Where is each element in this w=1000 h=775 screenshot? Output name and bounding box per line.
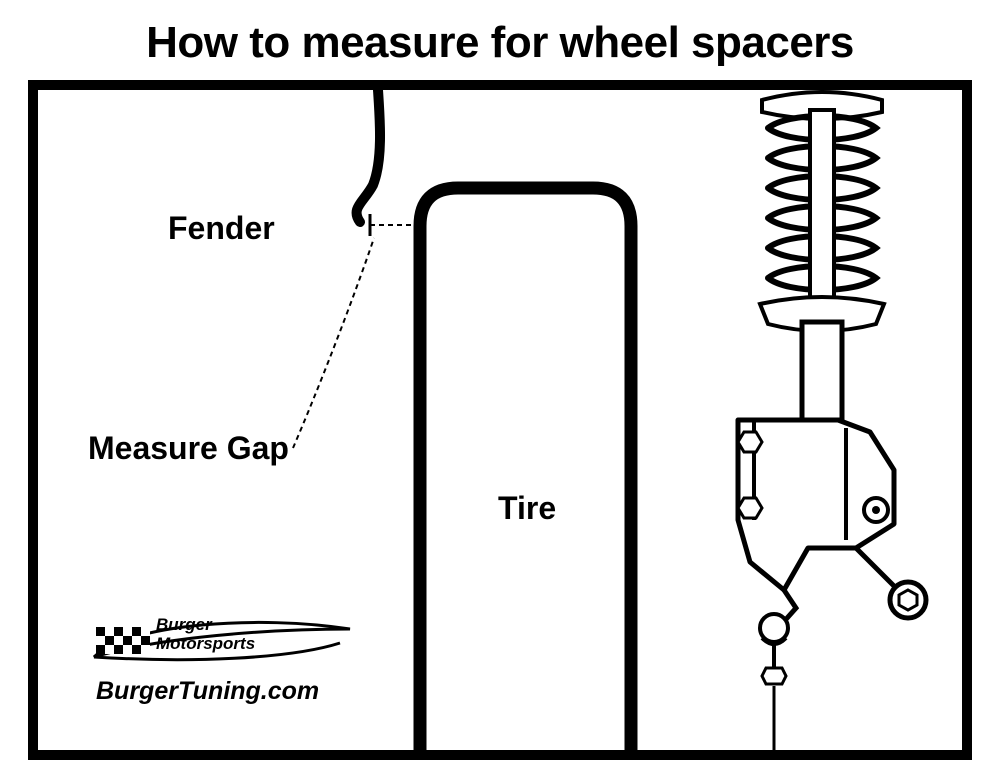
lower-arm — [780, 590, 796, 626]
tie-rod-outer — [890, 582, 926, 618]
measure-leader — [293, 238, 374, 448]
bracket-bolt-1 — [738, 432, 762, 452]
logo-text-line1: Burger — [156, 615, 212, 635]
tie-rod — [856, 548, 900, 592]
logo-swoosh: Burger Motorsports — [96, 617, 386, 669]
diagram-frame: Fender Measure Gap Tire Burger Motorspor… — [28, 80, 972, 760]
checker-flag-icon — [96, 627, 150, 654]
knuckle-bracket — [738, 420, 894, 590]
measure-gap-label: Measure Gap — [88, 430, 289, 467]
strut-body — [802, 322, 842, 420]
logo-text-line2: Motorsports — [156, 634, 255, 654]
strut-shaft-upper — [810, 110, 834, 306]
bracket-bolt-2 — [738, 498, 762, 518]
tire-outline — [420, 188, 631, 750]
logo-area: Burger Motorsports BurgerTuning.com — [96, 617, 386, 706]
ball-joint-nut — [762, 668, 786, 684]
hub-bolt-inner — [872, 506, 880, 514]
logo-url: BurgerTuning.com — [96, 677, 386, 706]
ball-joint — [760, 614, 788, 642]
hub-bolt — [864, 498, 888, 522]
tie-rod-hex — [899, 590, 917, 610]
fender-label: Fender — [168, 210, 275, 247]
tire-label: Tire — [498, 490, 556, 527]
ball-joint-boot — [762, 638, 786, 644]
coil-spring — [768, 116, 876, 290]
strut-top-cap — [762, 92, 882, 119]
fender-curve — [357, 90, 380, 222]
page-title: How to measure for wheel spacers — [0, 18, 1000, 68]
spring-seat — [760, 297, 884, 331]
